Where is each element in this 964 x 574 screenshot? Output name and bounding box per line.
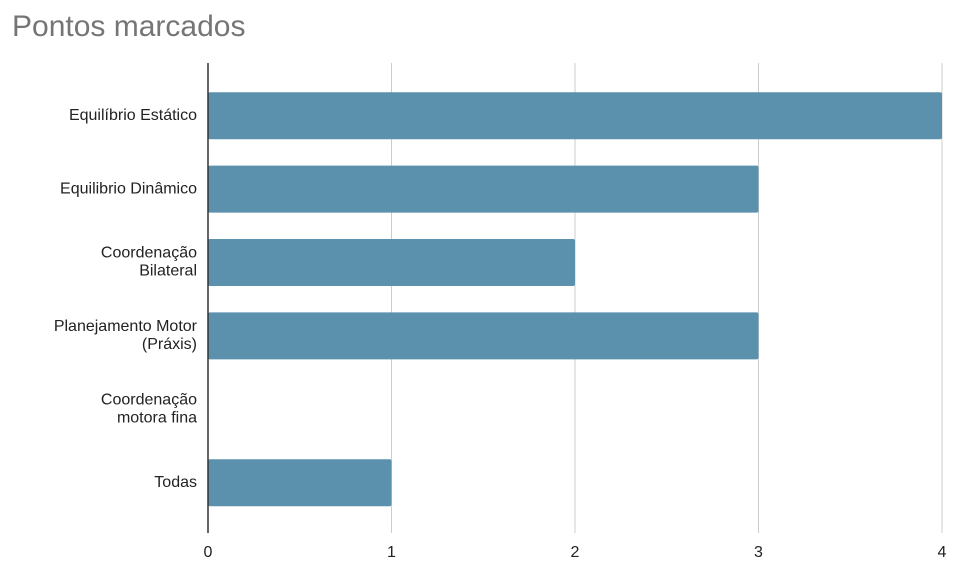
y-tick-label: Equilibrio Dinâmico — [60, 180, 197, 197]
y-tick-label: Planejamento Motor (Práxis) — [54, 318, 198, 353]
bar — [208, 165, 759, 213]
x-tick-label: 4 — [938, 544, 947, 561]
y-tick-label: Equilíbrio Estático — [69, 107, 197, 124]
y-tick-label: Coordenação motora fina — [101, 392, 197, 427]
x-tick-label: 3 — [754, 544, 763, 561]
x-tick-label: 1 — [387, 544, 396, 561]
x-tick-label: 0 — [204, 544, 213, 561]
bar — [208, 459, 392, 507]
y-tick-label: Todas — [154, 474, 197, 491]
bar — [208, 312, 759, 360]
chart-title: Pontos marcados — [12, 10, 245, 43]
bar — [208, 239, 575, 286]
bar — [208, 92, 942, 140]
x-tick-label: 2 — [571, 544, 580, 561]
y-tick-label: Coordenação Bilateral — [101, 245, 197, 280]
